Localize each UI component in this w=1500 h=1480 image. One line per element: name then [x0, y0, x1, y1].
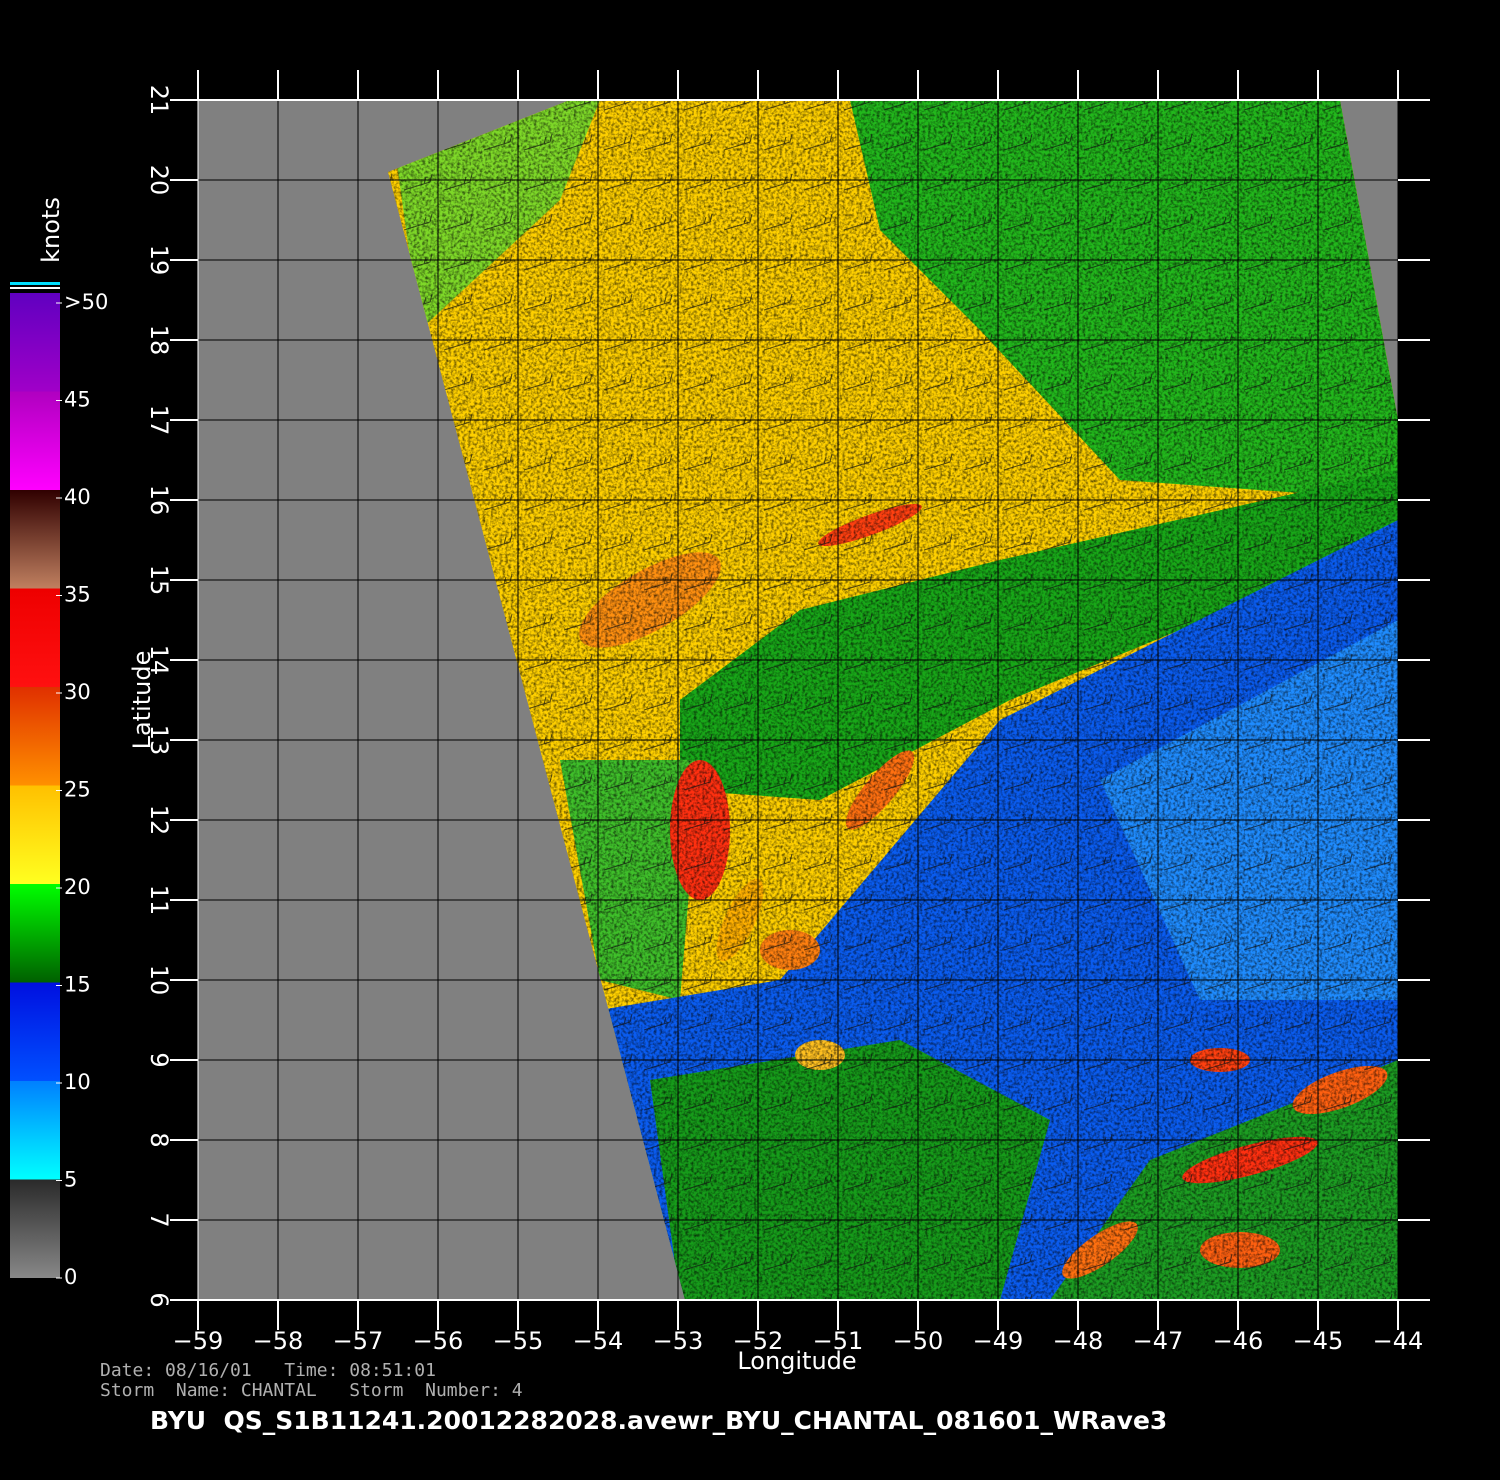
x-tick-label: −55 [493, 1327, 544, 1355]
storm-line: Storm Name: CHANTAL Storm Number: 4 [100, 1380, 523, 1401]
y-tick-label: 10 [145, 965, 173, 996]
colorbar-tick-label: 25 [64, 778, 91, 802]
y-axis-label: Latitude [128, 651, 156, 750]
colorbar [10, 293, 60, 1278]
colorbar-tick-label: >50 [64, 290, 108, 314]
y-tick-label: 14 [145, 645, 173, 676]
x-axis-label: Longitude [737, 1347, 856, 1375]
x-tick-label: −49 [973, 1327, 1024, 1355]
y-tick-label: 19 [145, 245, 173, 276]
x-tick-label: −58 [253, 1327, 304, 1355]
x-tick-label: −54 [573, 1327, 624, 1355]
y-tick-label: 21 [145, 85, 173, 116]
x-tick-label: −44 [1373, 1327, 1424, 1355]
y-tick-label: 18 [145, 325, 173, 356]
y-tick-label: 16 [145, 485, 173, 516]
x-tick-label: −57 [333, 1327, 384, 1355]
colorbar-tick-label: 40 [64, 485, 91, 509]
colorbar-tick-label: 15 [64, 973, 91, 997]
y-tick-label: 7 [145, 1212, 173, 1227]
y-tick-label: 6 [145, 1292, 173, 1307]
colorbar-label: knots [37, 197, 65, 263]
x-tick-label: −53 [653, 1327, 704, 1355]
wind-field [388, 100, 1398, 1300]
colorbar-tick-label: 10 [64, 1070, 91, 1094]
y-tick-label: 17 [145, 405, 173, 436]
colorbar-tick-label: 20 [64, 875, 91, 899]
x-tick-label: −51 [813, 1327, 864, 1355]
x-tick-label: −45 [1293, 1327, 1344, 1355]
y-tick-label: 9 [145, 1052, 173, 1067]
x-tick-label: −52 [733, 1327, 784, 1355]
y-tick-label: 11 [145, 885, 173, 916]
figure-title: BYU QS_S1B11241.20012282028.avewr_BYU_CH… [150, 1406, 1167, 1435]
colorbar-tick-label: 45 [64, 388, 91, 412]
colorbar-tick-label: 0 [64, 1265, 77, 1289]
x-tick-label: −46 [1213, 1327, 1264, 1355]
y-tick-label: 20 [145, 165, 173, 196]
colorbar-cap [10, 287, 60, 289]
y-tick-label: 8 [145, 1132, 173, 1147]
x-tick-label: −48 [1053, 1327, 1104, 1355]
x-tick-label: −50 [893, 1327, 944, 1355]
colorbar-tick-label: 35 [64, 583, 91, 607]
y-tick-label: 12 [145, 805, 173, 836]
x-tick-label: −47 [1133, 1327, 1184, 1355]
x-tick-label: −56 [413, 1327, 464, 1355]
colorbar-tick-label: 30 [64, 680, 91, 704]
y-tick-label: 13 [145, 725, 173, 756]
date-line: Date: 08/16/01 Time: 08:51:01 [100, 1360, 436, 1381]
colorbar-cap [10, 282, 60, 285]
y-tick-label: 15 [145, 565, 173, 596]
x-tick-label: −59 [173, 1327, 224, 1355]
colorbar-tick-label: 5 [64, 1168, 77, 1192]
